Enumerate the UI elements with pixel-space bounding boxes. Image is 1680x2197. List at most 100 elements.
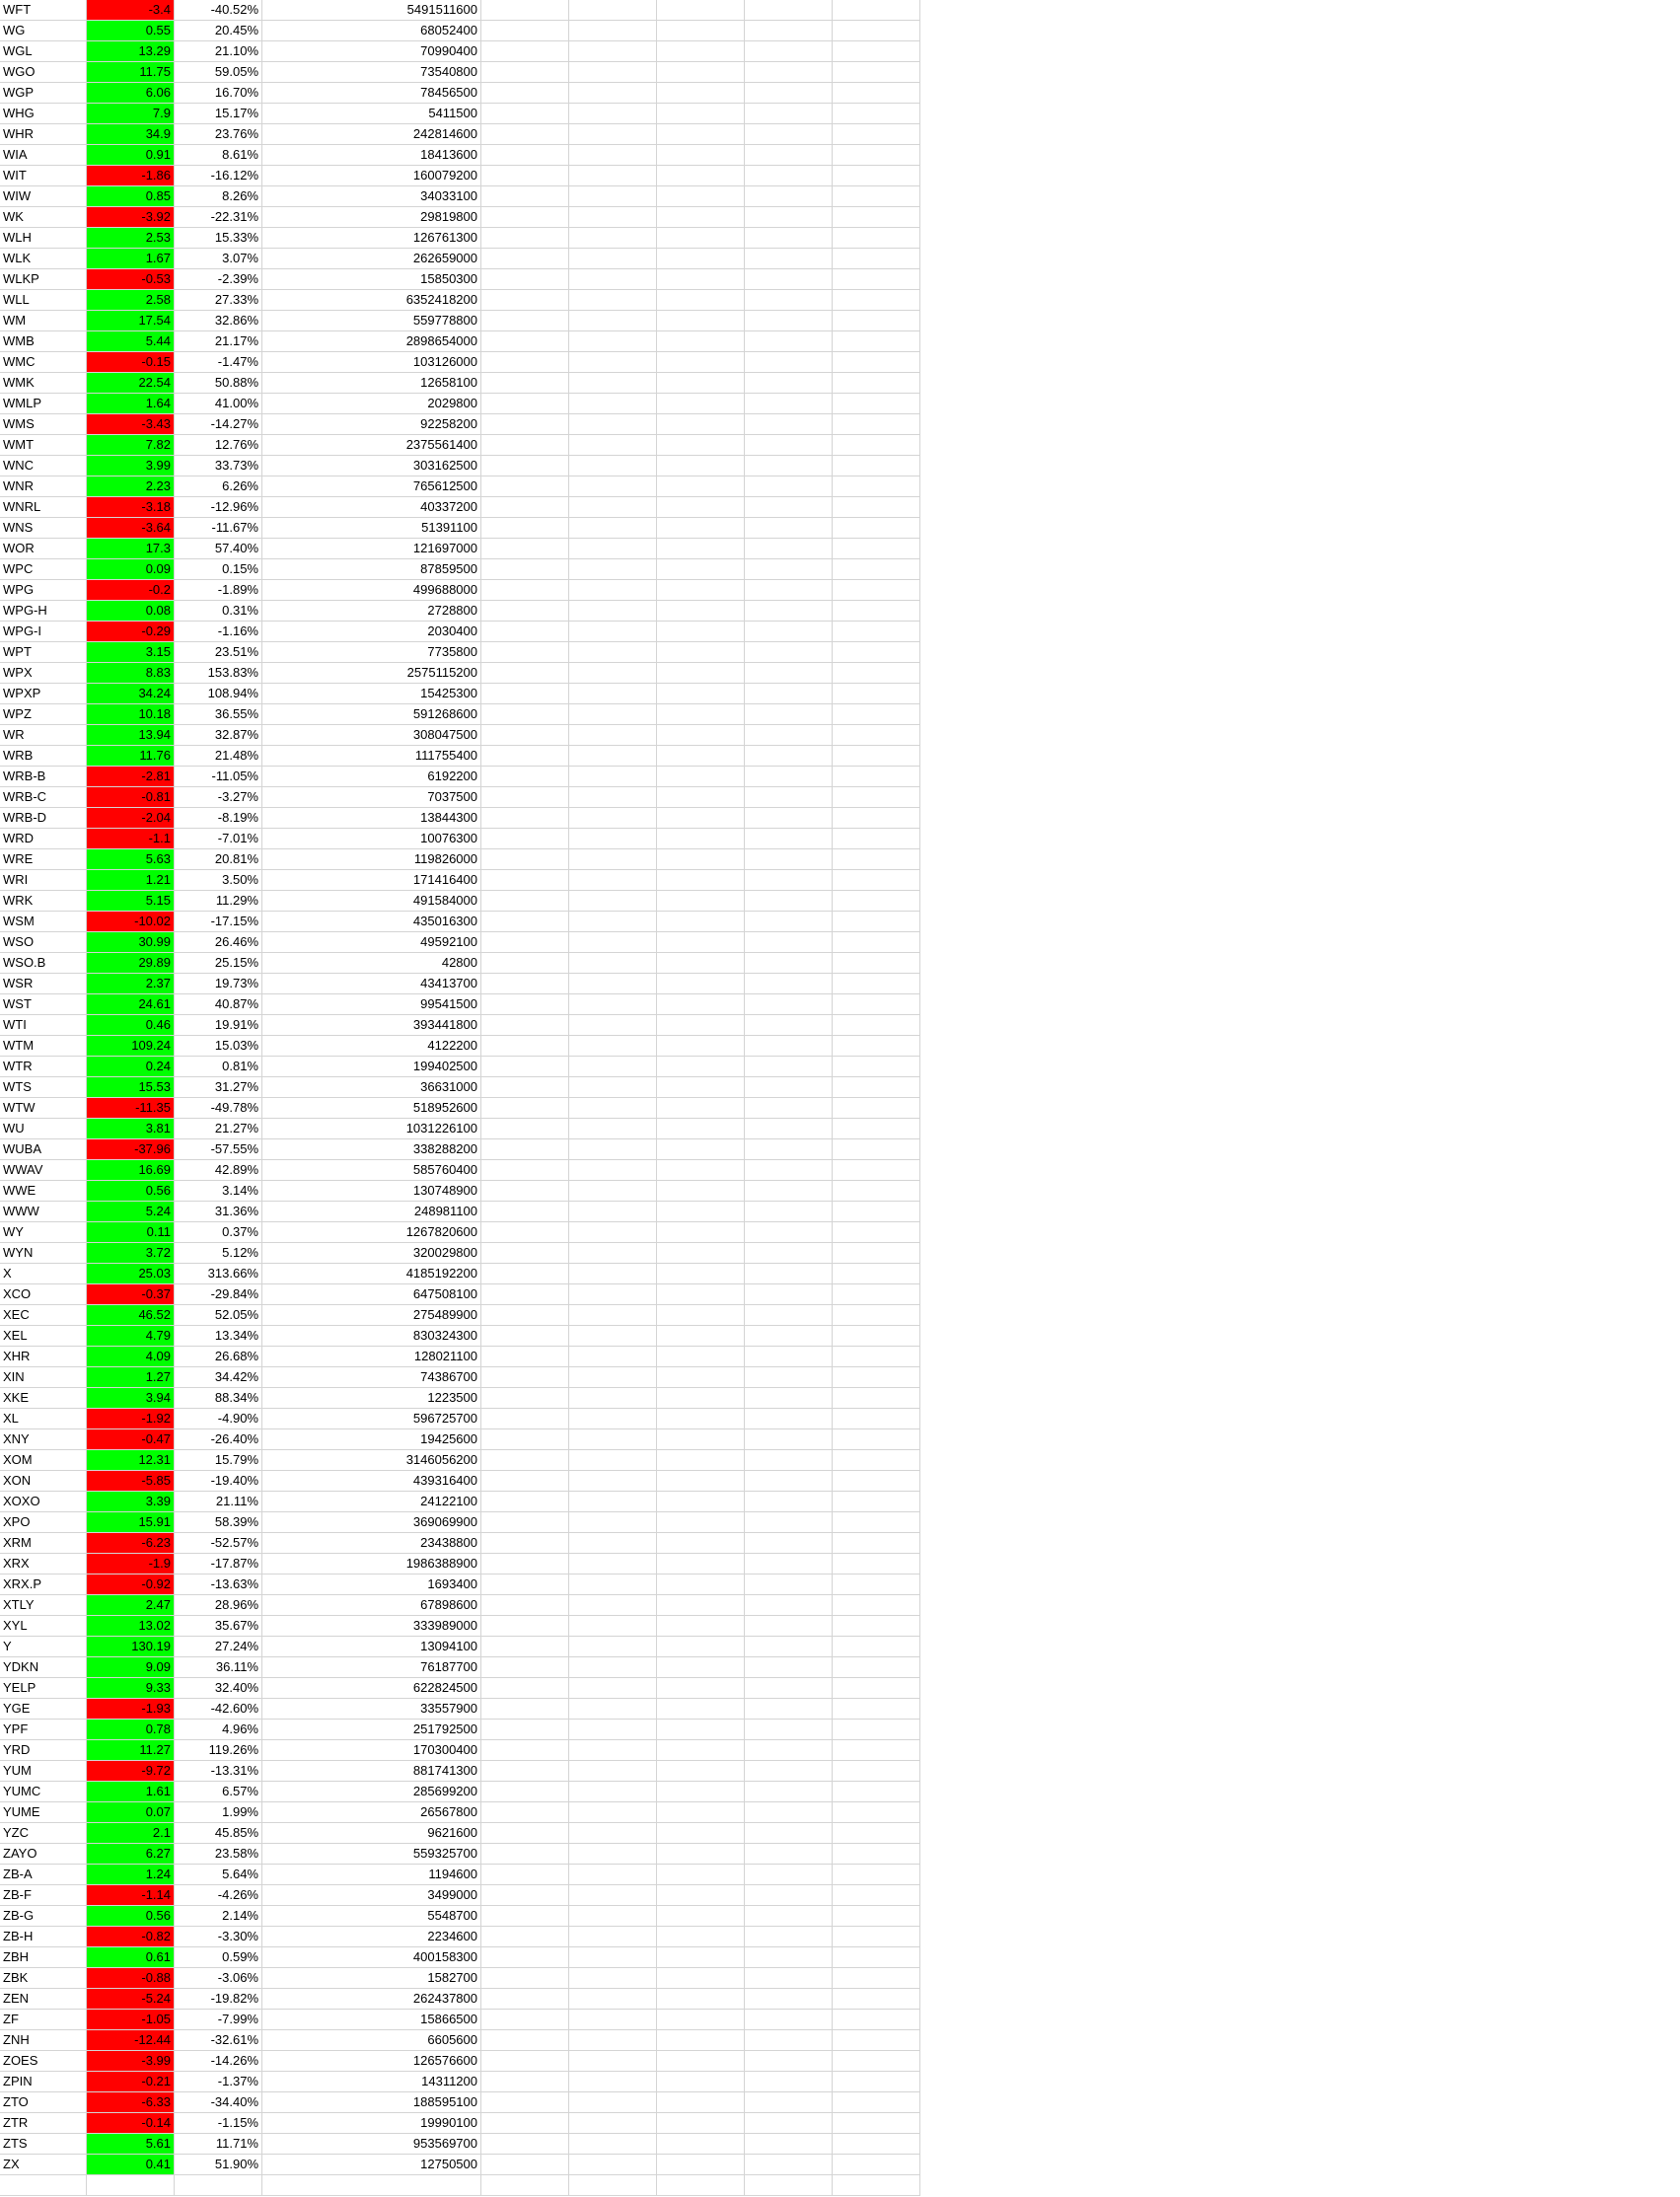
percent-change-cell[interactable]: -17.15% bbox=[175, 912, 262, 932]
change-cell[interactable]: -2.04 bbox=[87, 808, 175, 829]
volume-cell[interactable]: 23438800 bbox=[262, 1533, 481, 1554]
empty-cell[interactable] bbox=[481, 2072, 569, 2092]
percent-change-cell[interactable]: 6.57% bbox=[175, 1782, 262, 1802]
empty-cell[interactable] bbox=[569, 373, 657, 394]
empty-cell[interactable] bbox=[833, 414, 920, 435]
empty-cell[interactable] bbox=[569, 2010, 657, 2030]
empty-cell[interactable] bbox=[569, 1844, 657, 1865]
empty-cell[interactable] bbox=[481, 1575, 569, 1595]
empty-cell[interactable] bbox=[657, 456, 745, 476]
ticker-cell[interactable]: WRK bbox=[0, 891, 87, 912]
change-cell[interactable]: 0.85 bbox=[87, 186, 175, 207]
empty-cell[interactable] bbox=[569, 476, 657, 497]
percent-change-cell[interactable]: 51.90% bbox=[175, 2155, 262, 2175]
empty-cell[interactable] bbox=[569, 186, 657, 207]
empty-cell[interactable] bbox=[745, 1637, 833, 1657]
change-cell[interactable]: -0.37 bbox=[87, 1284, 175, 1305]
volume-cell[interactable]: 585760400 bbox=[262, 1160, 481, 1181]
empty-cell[interactable] bbox=[833, 974, 920, 994]
empty-cell[interactable] bbox=[569, 684, 657, 704]
change-cell[interactable]: 17.54 bbox=[87, 311, 175, 331]
empty-cell[interactable] bbox=[657, 1844, 745, 1865]
volume-cell[interactable]: 170300400 bbox=[262, 1740, 481, 1761]
change-cell[interactable]: -3.4 bbox=[87, 0, 175, 21]
empty-cell[interactable] bbox=[569, 663, 657, 684]
empty-cell[interactable] bbox=[481, 2134, 569, 2155]
empty-cell[interactable] bbox=[657, 1533, 745, 1554]
empty-cell[interactable] bbox=[745, 1968, 833, 1989]
change-cell[interactable]: 0.09 bbox=[87, 559, 175, 580]
volume-cell[interactable]: 5548700 bbox=[262, 1906, 481, 1927]
percent-change-cell[interactable] bbox=[175, 2175, 262, 2196]
change-cell[interactable]: -12.44 bbox=[87, 2030, 175, 2051]
empty-cell[interactable] bbox=[657, 414, 745, 435]
volume-cell[interactable]: 1194600 bbox=[262, 1865, 481, 1885]
empty-cell[interactable] bbox=[569, 2072, 657, 2092]
empty-cell[interactable] bbox=[833, 476, 920, 497]
volume-cell[interactable]: 647508100 bbox=[262, 1284, 481, 1305]
empty-cell[interactable] bbox=[569, 83, 657, 104]
volume-cell[interactable]: 262659000 bbox=[262, 249, 481, 269]
empty-cell[interactable] bbox=[569, 1616, 657, 1637]
percent-change-cell[interactable]: 32.87% bbox=[175, 725, 262, 746]
empty-cell[interactable] bbox=[745, 1181, 833, 1202]
empty-cell[interactable] bbox=[481, 83, 569, 104]
change-cell[interactable]: 9.09 bbox=[87, 1657, 175, 1678]
empty-cell[interactable] bbox=[569, 559, 657, 580]
percent-change-cell[interactable]: 20.45% bbox=[175, 21, 262, 41]
empty-cell[interactable] bbox=[833, 1077, 920, 1098]
empty-cell[interactable] bbox=[745, 1906, 833, 1927]
empty-cell[interactable] bbox=[481, 1388, 569, 1409]
empty-cell[interactable] bbox=[745, 331, 833, 352]
empty-cell[interactable] bbox=[481, 1409, 569, 1429]
empty-cell[interactable] bbox=[833, 2072, 920, 2092]
empty-cell[interactable] bbox=[481, 290, 569, 311]
change-cell[interactable]: 17.3 bbox=[87, 539, 175, 559]
ticker-cell[interactable]: WHG bbox=[0, 104, 87, 124]
empty-cell[interactable] bbox=[657, 1347, 745, 1367]
empty-cell[interactable] bbox=[481, 166, 569, 186]
volume-cell[interactable]: 559325700 bbox=[262, 1844, 481, 1865]
empty-cell[interactable] bbox=[657, 1823, 745, 1844]
empty-cell[interactable] bbox=[569, 1077, 657, 1098]
change-cell[interactable]: -9.72 bbox=[87, 1761, 175, 1782]
empty-cell[interactable] bbox=[833, 1823, 920, 1844]
change-cell[interactable]: -1.92 bbox=[87, 1409, 175, 1429]
empty-cell[interactable] bbox=[833, 663, 920, 684]
empty-cell[interactable] bbox=[745, 1678, 833, 1699]
empty-cell[interactable] bbox=[745, 559, 833, 580]
volume-cell[interactable]: 308047500 bbox=[262, 725, 481, 746]
empty-cell[interactable] bbox=[745, 1160, 833, 1181]
ticker-cell[interactable]: ZEN bbox=[0, 1989, 87, 2010]
percent-change-cell[interactable]: 12.76% bbox=[175, 435, 262, 456]
percent-change-cell[interactable]: 40.87% bbox=[175, 994, 262, 1015]
empty-cell[interactable] bbox=[657, 725, 745, 746]
empty-cell[interactable] bbox=[481, 1865, 569, 1885]
empty-cell[interactable] bbox=[481, 891, 569, 912]
change-cell[interactable]: 0.61 bbox=[87, 1947, 175, 1968]
empty-cell[interactable] bbox=[657, 2113, 745, 2134]
empty-cell[interactable] bbox=[745, 642, 833, 663]
volume-cell[interactable]: 3146056200 bbox=[262, 1450, 481, 1471]
empty-cell[interactable] bbox=[657, 1036, 745, 1057]
empty-cell[interactable] bbox=[745, 1844, 833, 1865]
volume-cell[interactable]: 13844300 bbox=[262, 808, 481, 829]
percent-change-cell[interactable]: -13.63% bbox=[175, 1575, 262, 1595]
volume-cell[interactable]: 6192200 bbox=[262, 767, 481, 787]
empty-cell[interactable] bbox=[569, 1637, 657, 1657]
volume-cell[interactable]: 126576600 bbox=[262, 2051, 481, 2072]
empty-cell[interactable] bbox=[657, 1802, 745, 1823]
empty-cell[interactable] bbox=[569, 104, 657, 124]
volume-cell[interactable]: 74386700 bbox=[262, 1367, 481, 1388]
empty-cell[interactable] bbox=[833, 1222, 920, 1243]
change-cell[interactable]: 0.91 bbox=[87, 145, 175, 166]
volume-cell[interactable]: 128021100 bbox=[262, 1347, 481, 1367]
empty-cell[interactable] bbox=[657, 166, 745, 186]
ticker-cell[interactable]: WTM bbox=[0, 1036, 87, 1057]
ticker-cell[interactable]: XL bbox=[0, 1409, 87, 1429]
volume-cell[interactable]: 43413700 bbox=[262, 974, 481, 994]
empty-cell[interactable] bbox=[745, 1554, 833, 1575]
empty-cell[interactable] bbox=[569, 228, 657, 249]
empty-cell[interactable] bbox=[569, 41, 657, 62]
empty-cell[interactable] bbox=[569, 166, 657, 186]
